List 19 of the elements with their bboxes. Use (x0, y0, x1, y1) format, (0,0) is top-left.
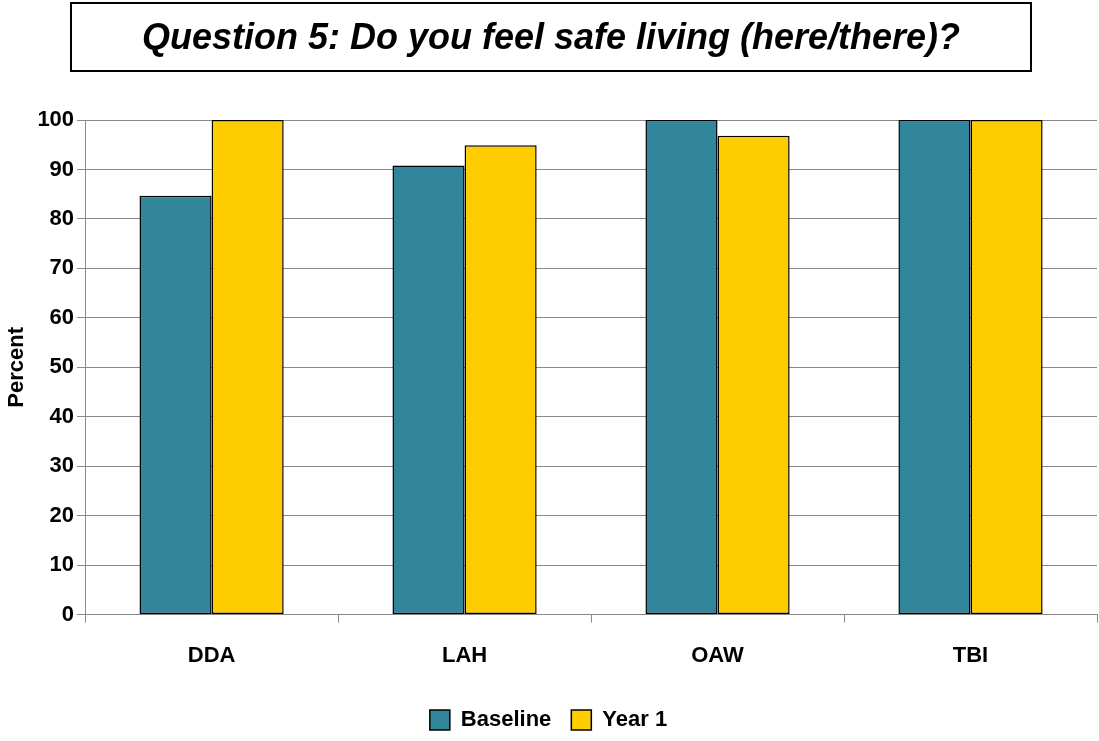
chart-title: Question 5: Do you feel safe living (here/there)? (70, 2, 1032, 72)
legend-label: Baseline (460, 706, 552, 732)
y-tick-label: 40 (49, 402, 75, 428)
y-tick-label: 100 (37, 106, 75, 132)
y-tick-label: 80 (49, 204, 75, 230)
y-tick-label: 90 (49, 155, 75, 181)
y-tick-label: 70 (49, 254, 75, 280)
y-tick-label: 20 (49, 501, 75, 527)
x-tick-label: TBI (952, 641, 989, 667)
y-tick-label: 10 (49, 551, 75, 577)
x-tick-label: LAH (441, 641, 488, 667)
y-tick-label: 50 (49, 353, 75, 379)
y-tick-label: 0 (61, 600, 75, 626)
legend-label: Year 1 (602, 706, 668, 732)
y-tick-label: 30 (49, 452, 75, 478)
x-tick-label: DDA (187, 641, 236, 667)
y-axis-title: Percent (3, 326, 29, 408)
y-tick-label: 60 (49, 303, 75, 329)
x-tick-label: OAW (691, 641, 745, 667)
